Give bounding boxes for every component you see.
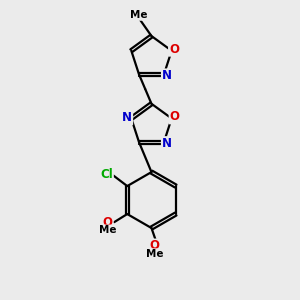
Text: N: N <box>122 111 132 124</box>
Text: Cl: Cl <box>100 168 113 182</box>
Text: N: N <box>162 137 172 150</box>
Text: O: O <box>169 110 180 123</box>
Text: N: N <box>162 69 172 82</box>
Text: O: O <box>169 43 179 56</box>
Text: Me: Me <box>130 10 147 20</box>
Text: Me: Me <box>146 249 163 259</box>
Text: Me: Me <box>99 225 116 235</box>
Text: O: O <box>103 216 113 229</box>
Text: O: O <box>149 239 160 253</box>
